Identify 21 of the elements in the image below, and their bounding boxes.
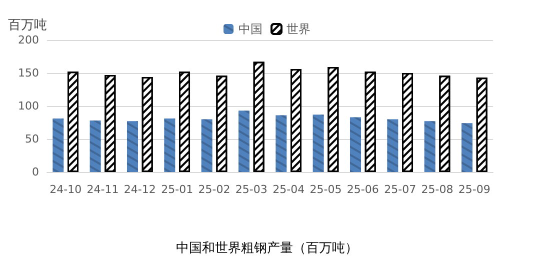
text: 中国和世界粗钢产量（百万吨） xyxy=(176,241,358,256)
legend-label: 世界 xyxy=(286,22,310,36)
y-axis-title: 百万吨 xyxy=(8,18,47,33)
x-tick-label: 25-08 xyxy=(421,183,454,196)
y-tick-label: 0 xyxy=(32,166,39,178)
x-tick-label: 24-10 xyxy=(50,183,82,196)
y-tick-label: 100 xyxy=(18,100,39,112)
x-tick-label: 25-09 xyxy=(458,183,490,196)
x-tick-label: 25-06 xyxy=(346,183,379,196)
y-tick-label: 150 xyxy=(18,66,39,80)
y-tick-label: 200 xyxy=(18,34,39,46)
x-tick-label: 24-12 xyxy=(124,183,156,196)
x-tick-label: 25-03 xyxy=(235,183,268,196)
x-tick-label: 24-11 xyxy=(86,183,119,196)
y-tick-label: 50 xyxy=(25,132,39,146)
legend-label: 中国 xyxy=(238,22,262,36)
x-tick-label: 25-05 xyxy=(310,183,342,196)
x-tick-label: 25-01 xyxy=(161,183,194,196)
x-tick-label: 25-07 xyxy=(384,183,416,196)
x-tick-label: 25-02 xyxy=(198,183,230,196)
x-tick-label: 25-04 xyxy=(272,183,305,196)
